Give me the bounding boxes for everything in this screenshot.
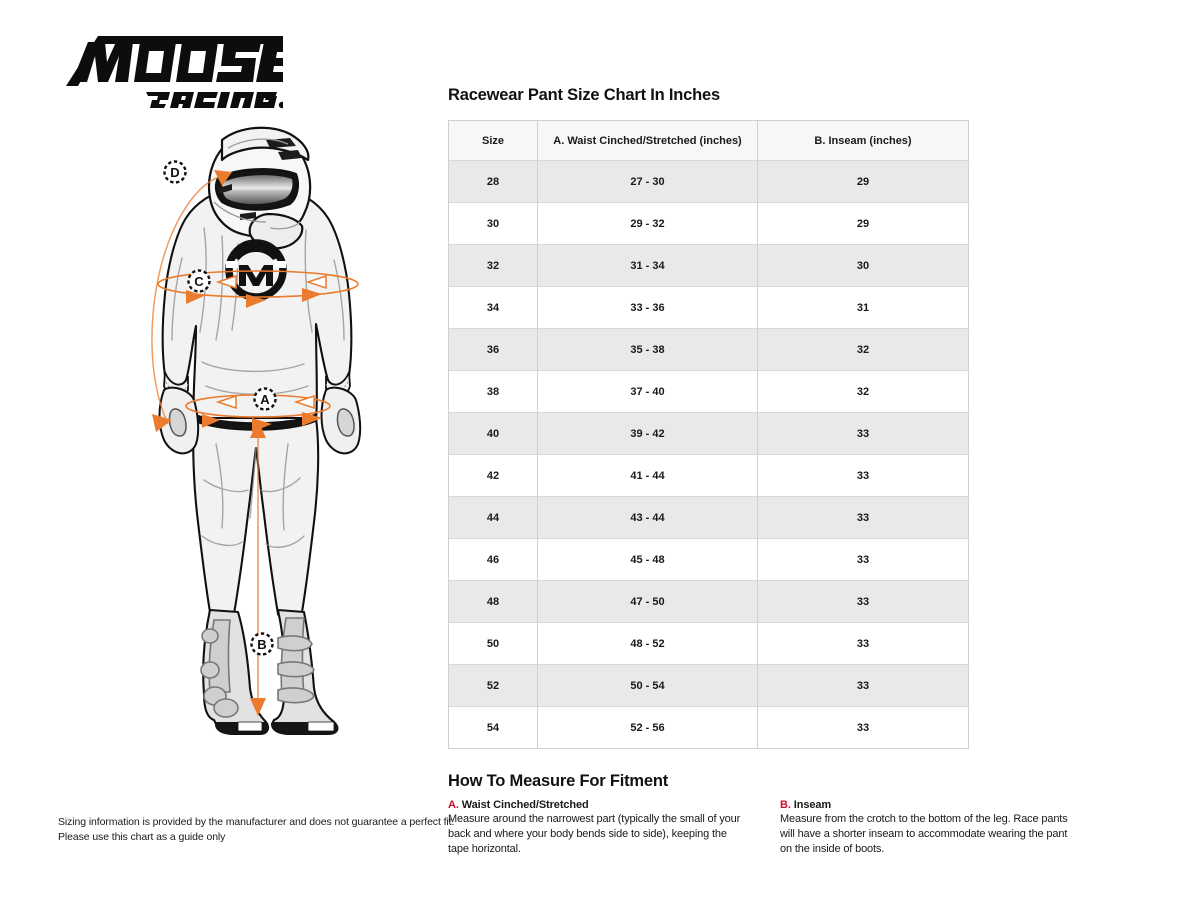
table-row: 36 35 - 38 32: [448, 328, 969, 371]
table-row: 32 31 - 34 30: [448, 244, 969, 287]
cell-waist: 43 - 44: [537, 496, 758, 539]
svg-text:A: A: [260, 392, 270, 407]
svg-text:B: B: [257, 637, 266, 652]
table-row: 54 52 - 56 33: [448, 706, 969, 749]
cell-waist: 35 - 38: [537, 328, 758, 371]
measure-columns: A. Waist Cinched/Stretched Measure aroun…: [448, 799, 1078, 857]
table-row: 44 43 - 44 33: [448, 496, 969, 539]
cell-inseam: 33: [757, 664, 969, 707]
cell-inseam: 32: [757, 328, 969, 371]
cell-size: 32: [448, 244, 538, 287]
cell-inseam: 30: [757, 244, 969, 287]
table-row: 46 45 - 48 33: [448, 538, 969, 581]
cell-size: 48: [448, 580, 538, 623]
cell-inseam: 33: [757, 706, 969, 749]
marker-b: B: [250, 632, 274, 656]
waist-arrows-hollow: [215, 394, 315, 410]
cell-size: 46: [448, 538, 538, 581]
cell-size: 52: [448, 664, 538, 707]
cell-size: 28: [448, 160, 538, 203]
how-to-measure-section: How To Measure For Fitment A. Waist Cinc…: [448, 772, 1078, 857]
page-title: Racewear Pant Size Chart In Inches: [448, 86, 720, 104]
cell-waist: 27 - 30: [537, 160, 758, 203]
cell-inseam: 33: [757, 454, 969, 497]
table-row: 48 47 - 50 33: [448, 580, 969, 623]
cell-waist: 31 - 34: [537, 244, 758, 287]
cell-waist: 47 - 50: [537, 580, 758, 623]
cell-size: 42: [448, 454, 538, 497]
table-row: 38 37 - 40 32: [448, 370, 969, 413]
cell-waist: 50 - 54: [537, 664, 758, 707]
cell-inseam: 33: [757, 538, 969, 581]
disclaimer-line-1: Sizing information is provided by the ma…: [58, 816, 455, 828]
cell-size: 30: [448, 202, 538, 245]
cell-inseam: 29: [757, 160, 969, 203]
cell-size: 38: [448, 370, 538, 413]
table-row: 42 41 - 44 33: [448, 454, 969, 497]
measure-letter-b: B.: [780, 799, 791, 811]
cell-waist: 33 - 36: [537, 286, 758, 329]
chest-arrows: [186, 288, 322, 308]
sizing-disclaimer: Sizing information is provided by the ma…: [58, 815, 458, 845]
svg-text:D: D: [170, 165, 179, 180]
cell-inseam: 33: [757, 496, 969, 539]
cell-waist: 29 - 32: [537, 202, 758, 245]
marker-a: A: [253, 387, 277, 411]
measure-text-b: Measure from the crotch to the bottom of…: [780, 813, 1068, 855]
cell-waist: 39 - 42: [537, 412, 758, 455]
table-row: 40 39 - 42 33: [448, 412, 969, 455]
cell-waist: 48 - 52: [537, 622, 758, 665]
table-row: 50 48 - 52 33: [448, 622, 969, 665]
size-chart-panel: Racewear Pant Size Chart In Inches Size …: [448, 86, 1078, 857]
measure-heading-b: B. Inseam: [780, 799, 1078, 811]
cell-inseam: 33: [757, 622, 969, 665]
chest-arrows-hollow: [215, 274, 327, 290]
measure-letter-a: A.: [448, 799, 459, 811]
cell-waist: 45 - 48: [537, 538, 758, 581]
sleeve-measure-line: [151, 175, 223, 425]
column-header-size: Size: [448, 120, 538, 161]
table-row: 52 50 - 54 33: [448, 664, 969, 707]
cell-inseam: 31: [757, 286, 969, 329]
cell-inseam: 29: [757, 202, 969, 245]
cell-inseam: 32: [757, 370, 969, 413]
measure-heading-a: A. Waist Cinched/Stretched: [448, 799, 746, 811]
size-chart-table: Size A. Waist Cinched/Stretched (inches)…: [448, 120, 969, 749]
rider-measurement-diagram: C A D B: [118, 118, 408, 743]
cell-waist: 41 - 44: [537, 454, 758, 497]
sleeve-arrows: [152, 170, 232, 432]
size-chart-body: 28 27 - 30 29 30 29 - 32 29 32 31 - 34 30 34 33 - …: [448, 160, 969, 749]
disclaimer-line-2: Please use this chart as a guide only: [58, 831, 226, 843]
marker-c: C: [187, 269, 211, 293]
cell-inseam: 33: [757, 580, 969, 623]
cell-inseam: 33: [757, 412, 969, 455]
inseam-arrows: [250, 420, 266, 716]
measure-block-b: B. Inseam Measure from the crotch to the…: [780, 799, 1078, 857]
cell-size: 36: [448, 328, 538, 371]
table-row: 30 29 - 32 29: [448, 202, 969, 245]
cell-size: 40: [448, 412, 538, 455]
cell-size: 54: [448, 706, 538, 749]
moose-racing-logo: [58, 30, 283, 110]
table-row: 34 33 - 36 31: [448, 286, 969, 329]
cell-size: 44: [448, 496, 538, 539]
measure-block-a: A. Waist Cinched/Stretched Measure aroun…: [448, 799, 746, 857]
cell-size: 34: [448, 286, 538, 329]
chest-measure-line: [157, 270, 359, 298]
column-header-inseam: B. Inseam (inches): [757, 120, 969, 161]
table-row: 28 27 - 30 29: [448, 160, 969, 203]
svg-text:C: C: [194, 274, 204, 289]
cell-waist: 52 - 56: [537, 706, 758, 749]
cell-waist: 37 - 40: [537, 370, 758, 413]
table-header-row: Size A. Waist Cinched/Stretched (inches)…: [448, 120, 969, 161]
column-header-waist: A. Waist Cinched/Stretched (inches): [537, 120, 758, 161]
marker-d: D: [163, 160, 187, 184]
measure-name-a: Waist Cinched/Stretched: [461, 799, 589, 811]
how-to-measure-title: How To Measure For Fitment: [448, 772, 669, 790]
measure-name-b: Inseam: [793, 799, 832, 811]
cell-size: 50: [448, 622, 538, 665]
measure-text-a: Measure around the narrowest part (typic…: [448, 813, 741, 855]
